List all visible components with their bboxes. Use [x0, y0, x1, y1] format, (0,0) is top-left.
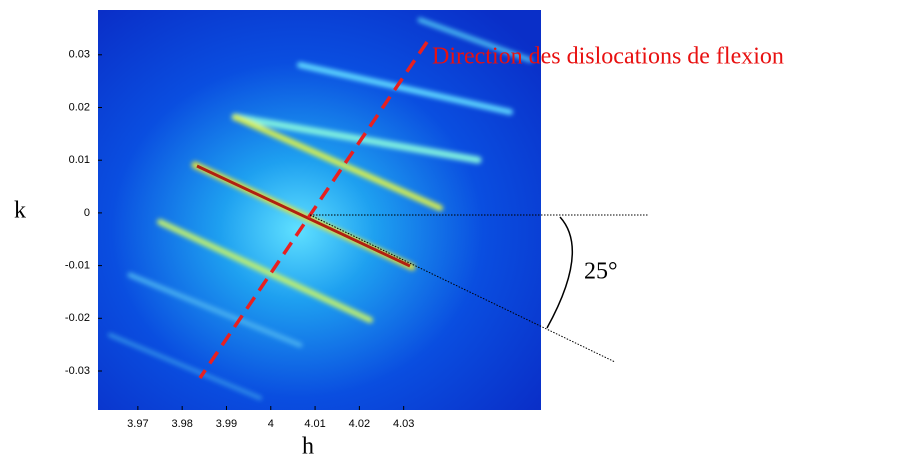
- angle-arc: [546, 216, 574, 329]
- ref-line: [309, 214, 616, 363]
- y-tick-label: -0.01: [65, 260, 90, 272]
- x-tick-label: 4: [268, 418, 274, 430]
- x-tick-label: 3.99: [216, 418, 237, 430]
- x-tick-label: 3.98: [171, 418, 192, 430]
- annotation: Direction des dislocations de flexion: [432, 44, 784, 70]
- y-tick-label: 0.02: [69, 101, 90, 113]
- y-tick-label: -0.03: [65, 365, 90, 377]
- x-label: h: [302, 434, 314, 460]
- direction-line: [198, 41, 429, 379]
- y-tick-label: 0: [84, 207, 90, 219]
- map: [98, 10, 541, 410]
- y-tick-label: -0.02: [65, 312, 90, 324]
- x-tick-label: 3.97: [127, 418, 148, 430]
- x-tick-label: 4.01: [304, 418, 325, 430]
- y-tick-label: 0.01: [69, 154, 90, 166]
- annotation: 25°: [584, 259, 618, 285]
- y-tick-label: 0.03: [69, 49, 90, 61]
- x-tick-label: 4.02: [349, 418, 370, 430]
- x-tick-label: 4.03: [393, 418, 414, 430]
- y-label: k: [14, 198, 26, 224]
